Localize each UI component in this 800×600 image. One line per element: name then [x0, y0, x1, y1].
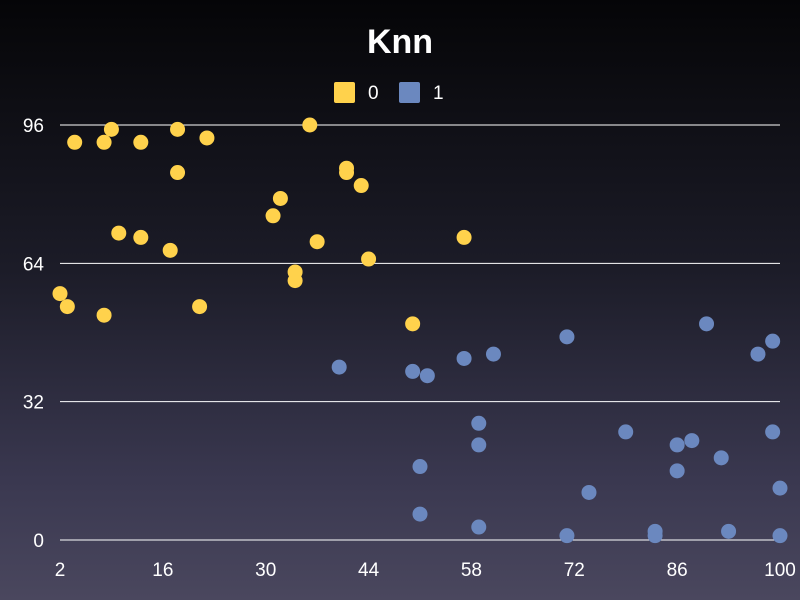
- legend-swatch: [334, 82, 355, 103]
- data-point-class-1: [559, 329, 575, 345]
- data-point-class-0: [405, 316, 421, 332]
- data-point-class-1: [485, 346, 501, 362]
- data-point-class-1: [405, 363, 421, 379]
- data-point-class-0: [52, 286, 68, 302]
- x-tick-label: 44: [358, 560, 380, 581]
- x-tick-label: 58: [461, 560, 482, 581]
- data-point-class-0: [287, 273, 303, 289]
- data-point-class-1: [669, 437, 685, 453]
- x-axis: 2 16 30 44 58 72 86 100: [55, 560, 796, 581]
- x-tick-label: 30: [255, 560, 276, 581]
- data-point-class-0: [170, 121, 186, 137]
- data-point-class-1: [412, 506, 428, 522]
- data-point-class-0: [162, 242, 178, 258]
- data-point-class-1: [456, 350, 472, 366]
- data-point-class-1: [669, 463, 685, 479]
- data-point-class-0: [302, 117, 318, 133]
- data-point-class-0: [170, 165, 186, 181]
- data-point-class-0: [133, 134, 149, 150]
- x-tick-label: 100: [764, 560, 796, 581]
- data-point-class-0: [353, 178, 369, 194]
- x-tick-label: 86: [667, 560, 688, 581]
- data-point-class-0: [111, 225, 127, 241]
- data-point-class-0: [361, 251, 377, 267]
- data-point-class-1: [647, 528, 663, 544]
- grid: [60, 124, 780, 541]
- data-point-class-1: [750, 346, 766, 362]
- data-point-class-1: [721, 523, 737, 539]
- x-tick-label: 2: [55, 560, 66, 581]
- x-tick-label: 16: [152, 560, 173, 581]
- data-point-class-1: [412, 459, 428, 475]
- data-point-class-0: [96, 307, 112, 323]
- y-tick-label: 0: [33, 531, 44, 552]
- data-point-class-0: [265, 208, 281, 224]
- data-point-class-1: [559, 528, 575, 544]
- data-point-class-0: [59, 299, 75, 315]
- data-point-class-1: [699, 316, 715, 332]
- legend-label: 1: [433, 83, 444, 104]
- data-point-class-0: [272, 190, 288, 206]
- y-axis: 0 32 64 96: [23, 116, 45, 552]
- data-point-class-1: [772, 528, 788, 544]
- data-point-class-0: [96, 134, 112, 150]
- data-point-class-0: [192, 299, 208, 315]
- data-point-class-1: [471, 519, 487, 535]
- legend-swatch: [399, 82, 420, 103]
- data-point-class-1: [471, 437, 487, 453]
- data-point-class-1: [765, 333, 781, 349]
- data-point-class-0: [309, 234, 325, 250]
- x-tick-label: 72: [564, 560, 585, 581]
- data-point-class-1: [419, 368, 435, 384]
- data-points: [52, 117, 788, 544]
- data-point-class-0: [103, 121, 119, 137]
- y-tick-label: 32: [23, 393, 44, 414]
- y-tick-label: 64: [23, 254, 45, 275]
- chart-title: Knn: [367, 23, 433, 61]
- data-point-class-1: [331, 359, 347, 375]
- legend-label: 0: [368, 83, 379, 104]
- data-point-class-1: [765, 424, 781, 440]
- data-point-class-0: [67, 134, 83, 150]
- data-point-class-0: [199, 130, 215, 146]
- y-tick-label: 96: [23, 116, 44, 137]
- data-point-class-1: [471, 415, 487, 431]
- data-point-class-0: [456, 229, 472, 245]
- data-point-class-1: [618, 424, 634, 440]
- data-point-class-0: [339, 165, 355, 181]
- data-point-class-1: [713, 450, 729, 466]
- data-point-class-1: [772, 480, 788, 496]
- data-point-class-0: [133, 229, 149, 245]
- data-point-class-1: [684, 433, 700, 449]
- data-point-class-1: [581, 484, 597, 500]
